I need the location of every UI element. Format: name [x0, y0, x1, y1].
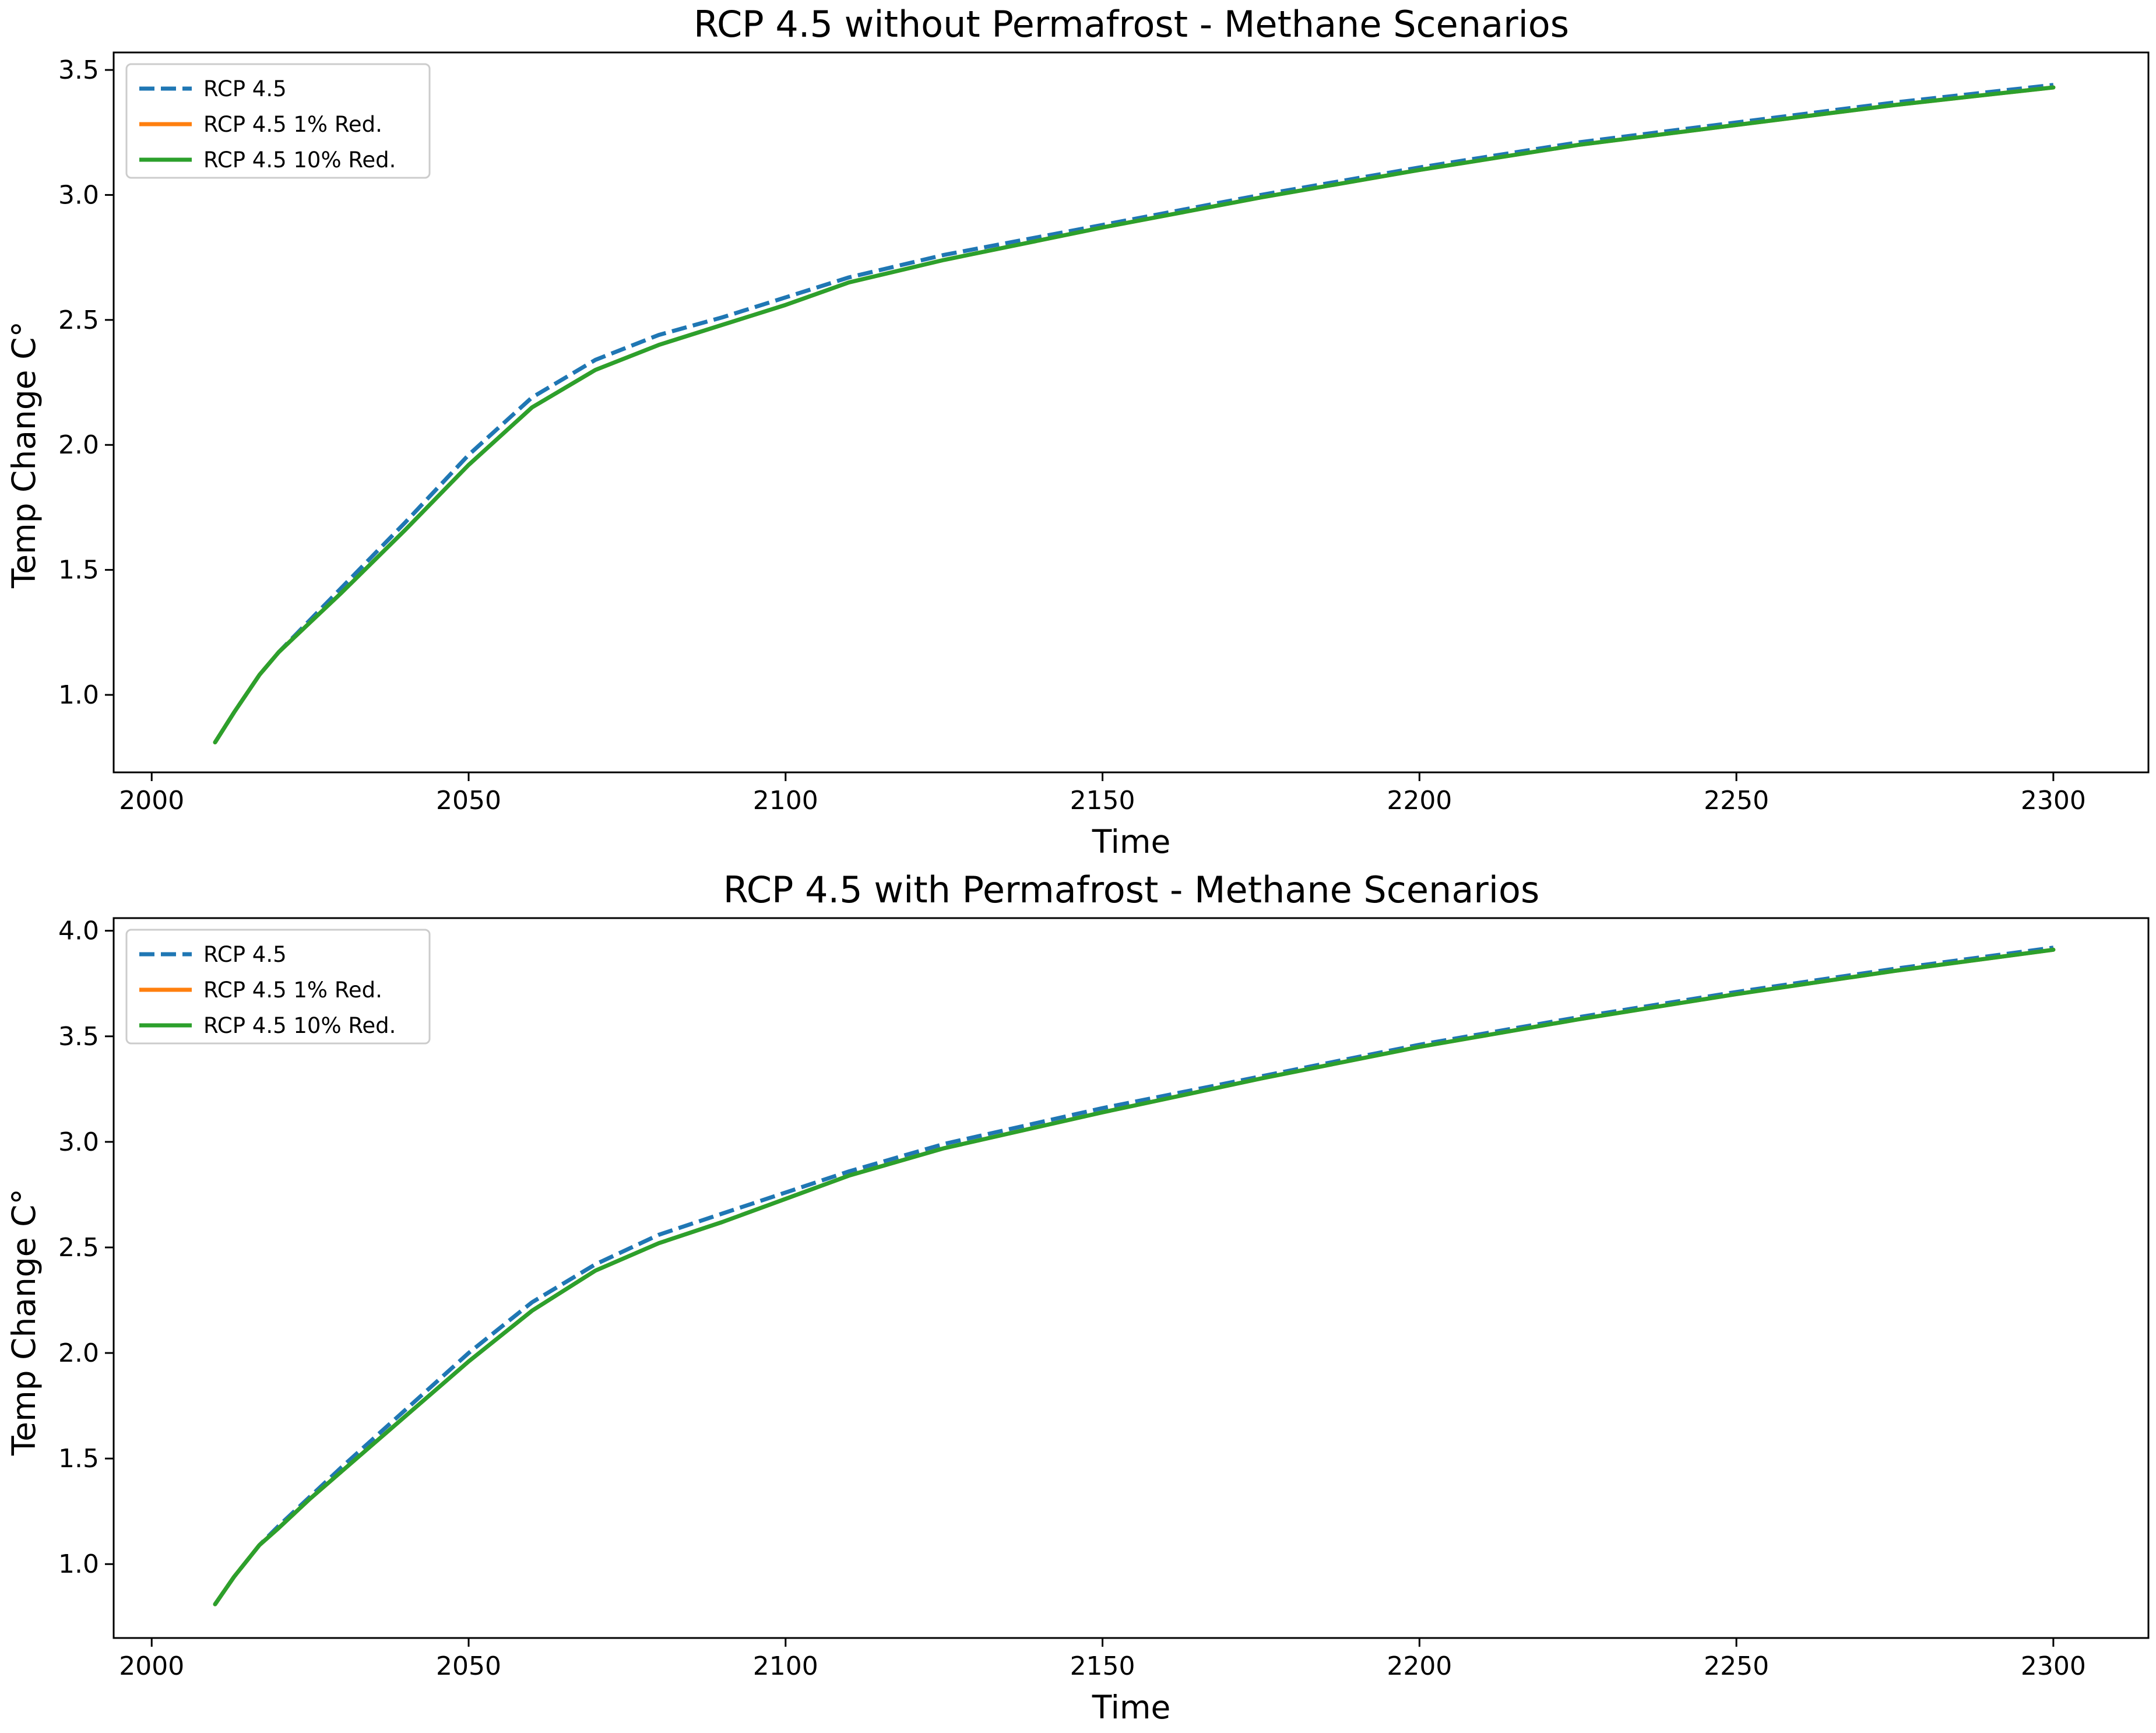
axes-frame	[112, 917, 2150, 1639]
x-tick-label: 2150	[1070, 1651, 1135, 1681]
y-tick-label: 2.0	[58, 1338, 99, 1368]
x-tick-label: 2300	[2021, 1651, 2086, 1681]
legend-box	[125, 63, 431, 179]
y-axis-label: Temp Change C°	[5, 1189, 43, 1456]
x-tick-label: 2300	[2021, 786, 2086, 815]
legend-box	[125, 929, 431, 1045]
plot-area: 2000 2050 2100 2150 2200 2250 2300 1.0 1.5 2.0 2.5…	[58, 51, 2150, 815]
chart-title: RCP 4.5 without Permafrost - Methane Sce…	[694, 3, 1569, 45]
axes-frame	[112, 51, 2150, 774]
x-tick-label: 2200	[1387, 786, 1452, 815]
chart-title: RCP 4.5 with Permafrost - Methane Scenar…	[723, 869, 1540, 911]
x-tick-label: 2150	[1070, 786, 1135, 815]
y-tick-label: 1.5	[58, 1444, 99, 1474]
y-tick-label: 1.5	[58, 556, 99, 585]
y-tick-label: 3.0	[58, 1127, 99, 1157]
x-tick-label: 2250	[1704, 1651, 1769, 1681]
x-tick-label: 2200	[1387, 1651, 1452, 1681]
x-tick-label: 2100	[753, 1651, 818, 1681]
x-tick-label: 2100	[753, 786, 818, 815]
x-axis-label: Time	[1092, 1689, 1171, 1726]
y-axis-label: Temp Change C°	[5, 321, 43, 589]
x-tick-label: 2000	[119, 786, 184, 815]
x-tick-label: 2000	[119, 1651, 184, 1681]
legend-label: RCP 4.5 10% Red.	[203, 147, 396, 173]
x-tick-label: 2250	[1704, 786, 1769, 815]
series-line-rcp-4-5-10-red	[213, 947, 2056, 1607]
plot-area: 2000 2050 2100 2150 2200 2250 2300 1.0 1.5 2.0 2.5…	[58, 916, 2150, 1681]
legend-label: RCP 4.5	[203, 942, 287, 967]
legend: RCP 4.5 RCP 4.5 1% Red. RCP 4.5 10% Red.	[125, 63, 431, 179]
legend-label: RCP 4.5 1% Red.	[203, 112, 382, 137]
y-tick-label: 1.0	[58, 1549, 99, 1579]
chart-panel-without-permafrost: RCP 4.5 without Permafrost - Methane Sce…	[5, 3, 2150, 860]
y-tick-label: 4.0	[58, 916, 99, 946]
y-tick-label: 2.5	[58, 1233, 99, 1263]
x-tick-label: 2050	[436, 1651, 501, 1681]
series-line-rcp-4-5-10-red	[213, 85, 2056, 744]
chart-panel-with-permafrost: RCP 4.5 with Permafrost - Methane Scenar…	[5, 869, 2150, 1726]
x-axis-label: Time	[1092, 823, 1171, 860]
legend-label: RCP 4.5	[203, 76, 287, 101]
y-tick-label: 2.0	[58, 430, 99, 460]
x-tick-label: 2050	[436, 786, 501, 815]
y-tick-label: 3.5	[58, 55, 99, 85]
y-tick-label: 3.0	[58, 180, 99, 210]
legend-label: RCP 4.5 1% Red.	[203, 978, 382, 1003]
legend-label: RCP 4.5 10% Red.	[203, 1013, 396, 1038]
legend: RCP 4.5 RCP 4.5 1% Red. RCP 4.5 10% Red.	[125, 929, 431, 1045]
y-tick-label: 3.5	[58, 1022, 99, 1052]
y-tick-label: 2.5	[58, 305, 99, 335]
y-tick-label: 1.0	[58, 680, 99, 710]
